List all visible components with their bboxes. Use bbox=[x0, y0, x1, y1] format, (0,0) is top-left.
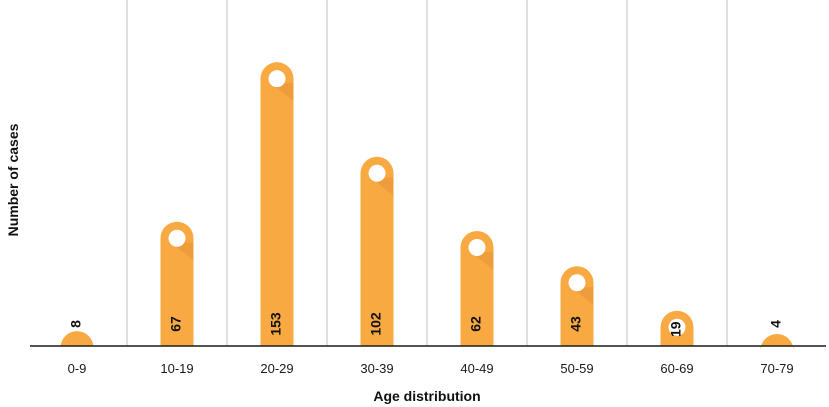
data-label: 43 bbox=[568, 316, 584, 332]
gridlines bbox=[126, 0, 728, 346]
bar-marker bbox=[568, 274, 586, 292]
x-tick-label: 0-9 bbox=[68, 361, 87, 376]
bar-group: 153 bbox=[260, 62, 294, 347]
bar-shade bbox=[173, 242, 194, 261]
bar-group: 67 bbox=[160, 221, 194, 346]
data-label: 19 bbox=[668, 321, 684, 337]
bar bbox=[260, 62, 294, 347]
bar-group: 102 bbox=[360, 156, 394, 346]
data-label: 153 bbox=[268, 312, 284, 336]
bar-marker bbox=[168, 229, 186, 247]
bar-shade bbox=[573, 286, 594, 306]
x-tick-label: 70-79 bbox=[760, 361, 793, 376]
bar-marker bbox=[368, 164, 386, 182]
data-label: 4 bbox=[768, 320, 784, 328]
bar bbox=[560, 266, 594, 346]
x-tick-label: 50-59 bbox=[560, 361, 593, 376]
bar-shade bbox=[373, 177, 394, 196]
bar-group: 8 bbox=[60, 320, 94, 348]
bar-shade bbox=[473, 251, 494, 270]
x-tick-label: 40-49 bbox=[460, 361, 493, 376]
data-label: 67 bbox=[168, 316, 184, 332]
bar-group: 4 bbox=[760, 320, 794, 351]
x-axis-title: Age distribution bbox=[373, 388, 480, 404]
data-label: 8 bbox=[68, 320, 84, 328]
x-tick-label: 10-19 bbox=[160, 361, 193, 376]
bar-group: 62 bbox=[460, 230, 494, 346]
x-tick-label: 20-29 bbox=[260, 361, 293, 376]
bar-marker bbox=[468, 238, 486, 256]
data-label: 62 bbox=[468, 316, 484, 332]
bar-marker bbox=[268, 70, 286, 88]
bar-marker bbox=[668, 318, 686, 336]
bar-shade bbox=[273, 82, 294, 102]
x-tick-labels: 0-9 10-19 20-29 30-39 40-49 50-59 60-69 70-79 bbox=[68, 361, 794, 376]
bar-group: 19 bbox=[660, 310, 694, 346]
x-tick-label: 30-39 bbox=[360, 361, 393, 376]
bar bbox=[60, 331, 94, 348]
x-tick-label: 60-69 bbox=[660, 361, 693, 376]
data-label: 102 bbox=[368, 312, 384, 336]
bar bbox=[760, 334, 794, 351]
bar-group: 43 bbox=[560, 266, 594, 346]
bars: 8 67 153 102 62 43 19 4 bbox=[60, 62, 794, 351]
bar bbox=[360, 156, 394, 346]
y-axis-title: Number of cases bbox=[5, 123, 21, 236]
